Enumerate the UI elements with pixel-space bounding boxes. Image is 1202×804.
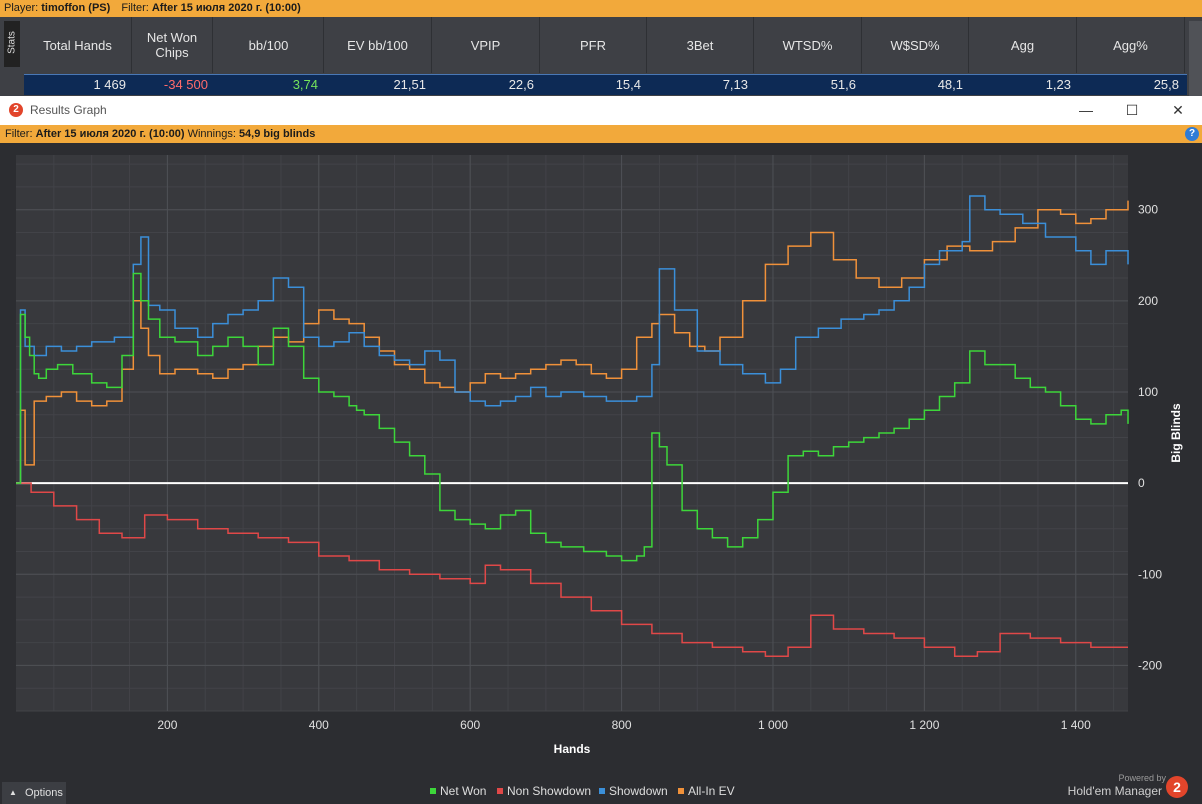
legend-item[interactable]: Showdown — [599, 783, 668, 799]
stat-header[interactable]: Net Won Chips — [132, 17, 213, 73]
player-label: Player: — [4, 2, 39, 14]
legend-swatch — [678, 788, 684, 794]
legend-label: Showdown — [609, 784, 668, 798]
stat-value: 1 469 — [93, 77, 126, 92]
y-tick-label: -200 — [1138, 658, 1162, 672]
close-icon: ✕ — [1172, 102, 1184, 118]
close-button[interactable]: ✕ — [1158, 96, 1198, 125]
y-tick-label: 100 — [1138, 385, 1158, 399]
legend-swatch — [599, 788, 605, 794]
stats-panel: Stats Total Hands Net Won Chips bb/100 EV b… — [0, 17, 1202, 96]
filter-label: Filter: — [121, 2, 149, 14]
y-tick-label: 300 — [1138, 203, 1158, 217]
stat-value: 15,4 — [615, 77, 641, 92]
stats-tab-label: Stats — [6, 31, 18, 54]
legend-swatch — [497, 788, 503, 794]
expand-triangle-icon: ▲ — [9, 788, 17, 797]
stat-value: 22,6 — [508, 77, 534, 92]
minimize-icon: — — [1079, 102, 1093, 118]
x-axis-label: Hands — [554, 742, 591, 756]
stat-header[interactable]: bb/100 — [214, 17, 324, 73]
hm-logo-icon: 2 — [9, 103, 23, 117]
player-value: timoffon (PS) — [41, 2, 111, 14]
stat-value: 7,13 — [722, 77, 748, 92]
stats-scrollbar[interactable] — [1189, 21, 1202, 96]
maximize-button[interactable]: ☐ — [1112, 96, 1152, 125]
help-icon[interactable]: ? — [1185, 127, 1199, 141]
x-tick-label: 1 400 — [1061, 718, 1091, 732]
stat-value: -34 500 — [163, 77, 208, 92]
options-button[interactable]: ▲ Options — [2, 782, 66, 804]
options-label: Options — [25, 787, 63, 799]
x-tick-label: 1 000 — [758, 718, 788, 732]
series-line — [16, 272, 1129, 562]
results-graph-area: 300 200 100 0 -100 -200 200 400 600 800 1 000 1 20… — [0, 143, 1202, 779]
window-title: Results Graph — [30, 103, 107, 117]
stat-header[interactable]: W$SD% — [862, 17, 969, 73]
legend-label: Non Showdown — [507, 784, 592, 798]
stat-header[interactable]: EV bb/100 — [324, 17, 432, 73]
stat-value: 1,23 — [1045, 77, 1071, 92]
series-line — [16, 482, 1128, 658]
results-graph-titlebar: 2 Results Graph — ☐ ✕ — [0, 96, 1202, 125]
x-tick-label: 800 — [612, 718, 632, 732]
y-tick-label: 200 — [1138, 294, 1158, 308]
stat-header[interactable]: VPIP — [432, 17, 540, 73]
stat-value: 48,1 — [937, 77, 963, 92]
bottom-bar: ▲ Options Net Won Non Showdown Showdown All-… — [0, 773, 1202, 804]
player-filter-bar: Player: timoffon (PS) Filter: After 15 июл… — [0, 0, 1202, 17]
brand-name: Hold'em Manager — [1067, 784, 1162, 798]
graph-filter-label: Filter: — [5, 128, 33, 140]
hm-brand-logo-icon: 2 — [1166, 776, 1188, 798]
stat-value: 51,6 — [830, 77, 856, 92]
powered-by-label: Powered by — [1118, 773, 1166, 783]
x-tick-label: 1 200 — [909, 718, 939, 732]
x-tick-label: 400 — [309, 718, 329, 732]
stat-header[interactable]: 3Bet — [647, 17, 754, 73]
plot-area — [16, 155, 1128, 711]
legend-label: Net Won — [440, 784, 487, 798]
legend-swatch — [430, 788, 436, 794]
y-tick-label: 0 — [1138, 476, 1145, 490]
stat-value: 3,74 — [292, 77, 318, 92]
stat-header[interactable]: Agg — [969, 17, 1077, 73]
minimize-button[interactable]: — — [1066, 96, 1106, 125]
series-line — [16, 195, 1129, 484]
stats-values-row[interactable]: 1 469 -34 500 3,74 21,51 22,6 15,4 7,13 51,6 48,… — [24, 74, 1187, 95]
series-line — [16, 200, 1129, 484]
winnings-value: 54,9 big blinds — [238, 128, 316, 140]
maximize-icon: ☐ — [1125, 102, 1139, 118]
x-tick-label: 200 — [157, 718, 177, 732]
y-axis-label: Big Blinds — [1169, 403, 1183, 463]
graph-filter-value: After 15 июля 2020 г. (10:00) — [35, 128, 185, 140]
stat-value: 25,8 — [1153, 77, 1179, 92]
winnings-label: Winnings: — [187, 128, 236, 140]
legend-item[interactable]: All-In EV — [678, 783, 735, 799]
filter-value: After 15 июля 2020 г. (10:00) — [151, 2, 301, 14]
x-tick-label: 600 — [460, 718, 480, 732]
legend-label: All-In EV — [688, 784, 735, 798]
stat-value: 21,51 — [393, 77, 426, 92]
stat-header[interactable]: Agg% — [1077, 17, 1185, 73]
y-tick-label: -100 — [1138, 567, 1162, 581]
stats-tab[interactable]: Stats — [4, 21, 20, 67]
legend-item[interactable]: Net Won — [430, 783, 486, 799]
stat-header[interactable]: PFR — [540, 17, 647, 73]
graph-filter-bar: Filter: After 15 июля 2020 г. (10:00) Wi… — [0, 125, 1202, 143]
legend-item[interactable]: Non Showdown — [497, 783, 591, 799]
stat-header[interactable]: Total Hands — [24, 17, 132, 73]
stat-header[interactable]: WTSD% — [754, 17, 862, 73]
